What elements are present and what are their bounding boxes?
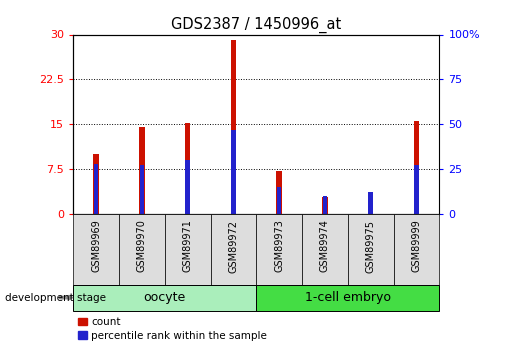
Text: GSM89970: GSM89970 <box>137 219 147 273</box>
Bar <box>414 166 419 214</box>
FancyBboxPatch shape <box>257 214 302 285</box>
Bar <box>322 197 328 214</box>
Text: GSM89975: GSM89975 <box>366 219 376 273</box>
FancyBboxPatch shape <box>73 285 257 310</box>
Bar <box>323 196 327 214</box>
FancyBboxPatch shape <box>211 214 257 285</box>
FancyBboxPatch shape <box>73 214 119 285</box>
Text: GSM89973: GSM89973 <box>274 219 284 273</box>
Text: GSM89972: GSM89972 <box>228 219 238 273</box>
Text: GSM89974: GSM89974 <box>320 219 330 273</box>
Bar <box>185 160 190 214</box>
Bar <box>231 40 236 214</box>
Bar <box>414 121 419 214</box>
FancyBboxPatch shape <box>257 285 439 310</box>
Text: GSM89999: GSM89999 <box>412 219 422 272</box>
Bar <box>231 130 236 214</box>
Text: development stage: development stage <box>5 293 106 303</box>
FancyBboxPatch shape <box>119 214 165 285</box>
Legend: count, percentile rank within the sample: count, percentile rank within the sample <box>78 317 267 341</box>
Title: GDS2387 / 1450996_at: GDS2387 / 1450996_at <box>171 17 341 33</box>
FancyBboxPatch shape <box>348 214 393 285</box>
Bar <box>277 187 281 214</box>
Text: 1-cell embryo: 1-cell embryo <box>305 291 391 304</box>
Bar <box>93 154 99 214</box>
Bar <box>94 164 98 214</box>
Text: GSM89969: GSM89969 <box>91 219 101 272</box>
Text: GSM89971: GSM89971 <box>183 219 192 273</box>
Text: oocyte: oocyte <box>143 291 186 304</box>
Bar <box>139 127 144 214</box>
Bar <box>368 199 374 214</box>
FancyBboxPatch shape <box>165 214 211 285</box>
Bar <box>369 193 373 214</box>
FancyBboxPatch shape <box>302 214 348 285</box>
FancyBboxPatch shape <box>393 214 439 285</box>
Bar <box>276 171 282 214</box>
Bar <box>185 123 190 214</box>
Bar <box>139 166 144 214</box>
